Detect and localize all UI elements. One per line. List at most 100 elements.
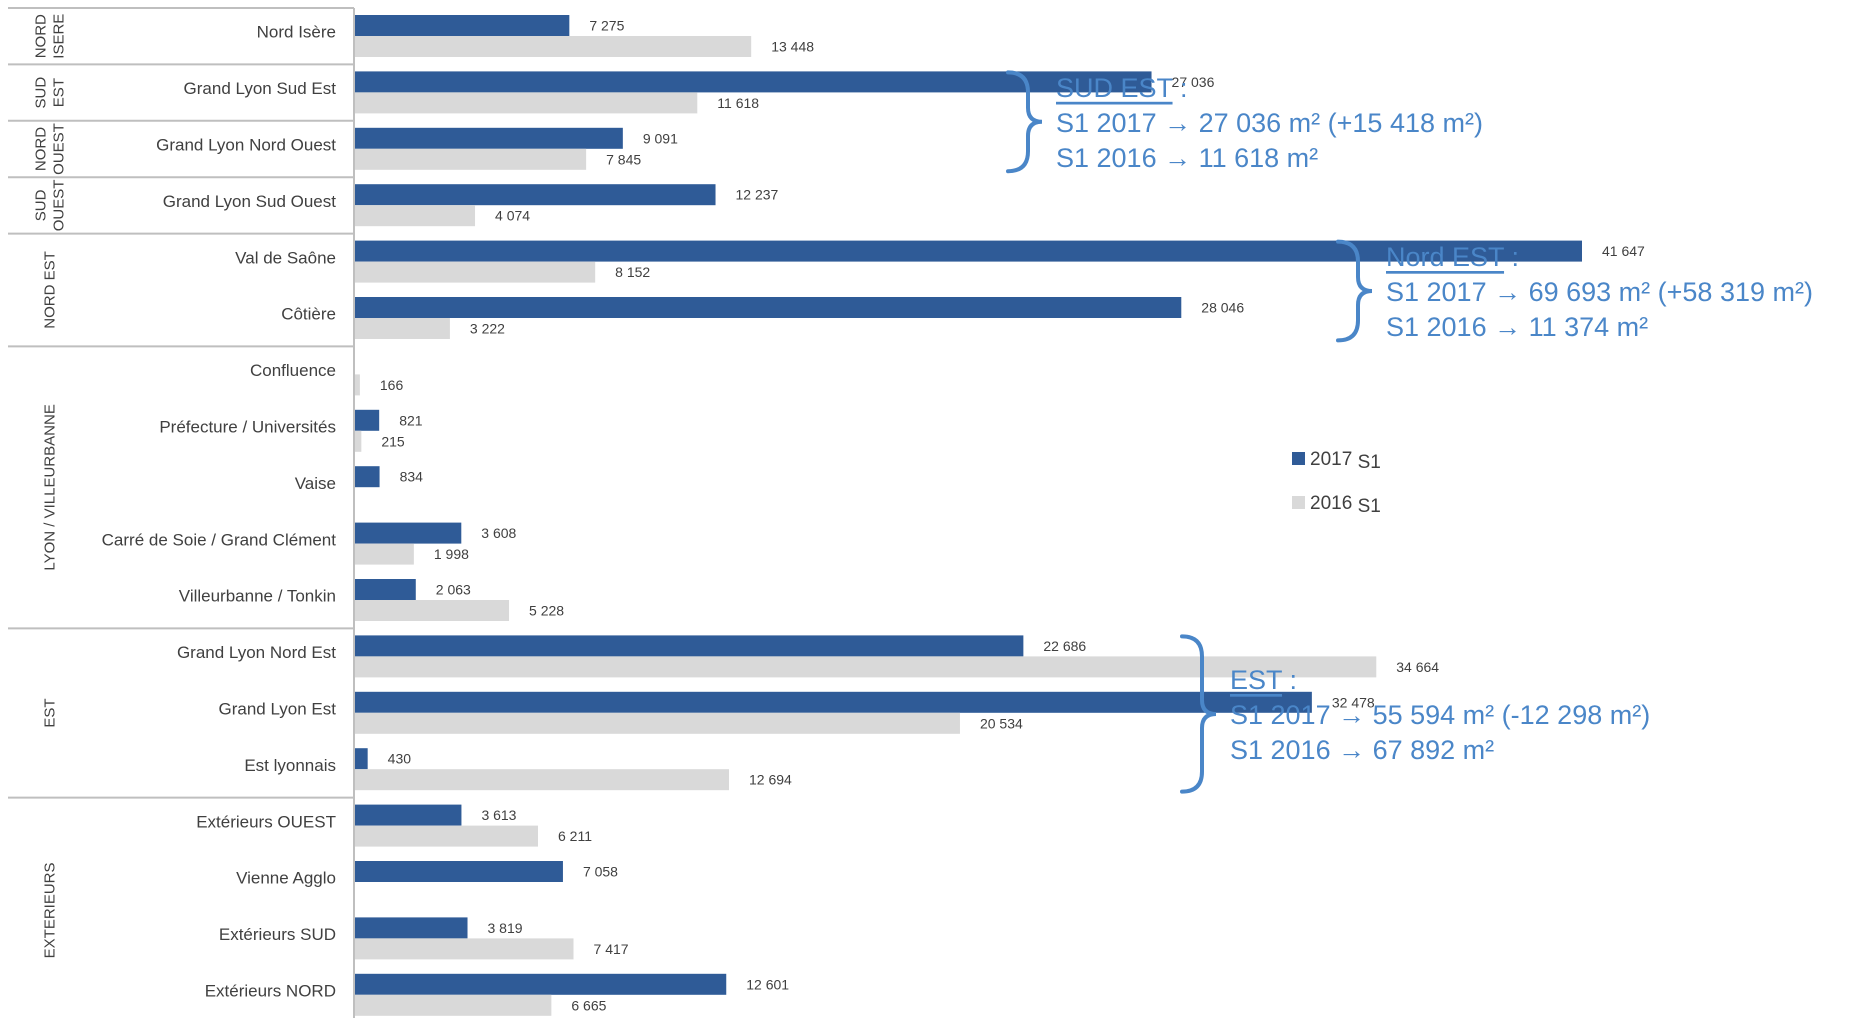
bar-2017: [355, 635, 1024, 657]
data-label: 41 647: [1602, 243, 1645, 259]
bar-2017: [355, 297, 1182, 318]
data-label: 166: [380, 377, 404, 393]
category-label: Grand Lyon Sud Ouest: [163, 192, 337, 211]
category-label: Grand Lyon Nord Est: [177, 643, 336, 662]
data-label: 8 152: [615, 264, 650, 280]
bar-2016: [355, 712, 960, 734]
data-label: 3 819: [488, 920, 523, 936]
annotation-title-text: EST: [1230, 665, 1282, 695]
data-label: 27 036: [1172, 74, 1215, 90]
category-label: Grand Lyon Sud Est: [184, 79, 337, 98]
bar-2017: [355, 522, 462, 544]
annotation-line: S1 2016 → 11 374 m²: [1386, 312, 1648, 342]
category-label: Villeurbanne / Tonkin: [179, 587, 336, 606]
data-label: 12 601: [746, 976, 789, 992]
bar-2016: [355, 205, 476, 227]
bar-2016: [355, 769, 729, 791]
group-label: NORD: [33, 14, 50, 58]
annotation-title-suffix: :: [1282, 665, 1297, 695]
data-label: 7 275: [589, 18, 624, 34]
bar-2017: [355, 804, 462, 826]
data-label: 5 228: [529, 603, 564, 619]
annotation-line: S1 2016 → 67 892 m²: [1230, 735, 1494, 765]
data-label: 215: [381, 433, 405, 449]
category-labels: Nord Isère Grand Lyon Sud Est Grand Lyon N…: [102, 23, 337, 1001]
category-label: Vaise: [295, 474, 336, 493]
data-label: 3 222: [470, 321, 505, 337]
bar-2016: [355, 148, 587, 170]
category-label: Côtière: [281, 305, 336, 324]
legend-year: 2016: [1310, 493, 1352, 514]
group-label: OUEST: [51, 180, 68, 232]
legend-period: S1: [1358, 496, 1381, 517]
bar-2016: [355, 318, 450, 339]
annotations: SUD EST : S1 2017 → 27 036 m² (+15 418 m²…: [1006, 70, 1813, 794]
data-label: 7 058: [583, 864, 618, 880]
annotation-title: EST :: [1230, 665, 1297, 695]
bar-2017: [355, 127, 623, 149]
category-label: Extérieurs NORD: [205, 982, 336, 1001]
bar-2017: [355, 861, 563, 882]
bar-2016: [355, 543, 414, 565]
annotation-title-text: SUD EST: [1056, 73, 1173, 103]
group-label: SUD: [33, 189, 50, 221]
data-label: 20 534: [980, 715, 1023, 731]
annotation-title-suffix: :: [1173, 73, 1188, 103]
bar-2016: [355, 938, 574, 960]
data-label: 7 845: [606, 151, 641, 167]
group-label: EXTERIEURS: [42, 862, 59, 958]
category-label: Carré de Soie / Grand Clément: [102, 530, 337, 549]
data-label: 12 694: [749, 772, 792, 788]
group-label: OUEST: [51, 123, 68, 175]
annotation-line: S1 2016 → 11 618 m²: [1056, 143, 1318, 173]
category-label: Extérieurs OUEST: [196, 812, 336, 831]
bar-2017: [355, 71, 1152, 93]
group-label: EST: [42, 698, 59, 727]
data-label: 821: [399, 412, 423, 428]
bar-2017: [355, 466, 380, 488]
group-label: NORD EST: [42, 251, 59, 329]
bar-2016: [355, 994, 552, 1016]
group-label: NORD: [33, 127, 50, 171]
category-label: Est lyonnais: [244, 756, 336, 775]
annotation-line: S1 2017 → 55 594 m² (-12 298 m²): [1230, 700, 1650, 730]
data-labels: 7 275 27 036 9 091 12 237 41 647 28 046 821 834…: [380, 18, 1645, 1014]
legend-period: S1: [1358, 452, 1381, 473]
annotation-title: SUD EST :: [1056, 73, 1188, 103]
annotation-line: S1 2017 → 69 693 m² (+58 319 m²): [1386, 277, 1813, 307]
data-label: 32 478: [1332, 694, 1375, 710]
legend-label: 2017 S1: [1310, 449, 1381, 473]
category-label: Grand Lyon Est: [219, 700, 337, 719]
curly-brace: [1006, 70, 1043, 174]
bar-2016: [355, 36, 752, 57]
legend-year: 2017: [1310, 449, 1352, 470]
data-label: 7 417: [594, 941, 629, 957]
legend-swatch: [1292, 452, 1305, 465]
annotation-title-text: Nord EST: [1386, 242, 1504, 272]
data-label: 4 074: [495, 208, 530, 224]
bar-2016: [355, 261, 596, 283]
data-label: 3 608: [481, 525, 516, 541]
bar-2016: [355, 600, 510, 621]
bar-2016: [355, 656, 1377, 678]
category-label: Grand Lyon Nord Ouest: [156, 136, 336, 155]
bar-2017: [355, 184, 716, 206]
bar-2017: [355, 691, 1312, 713]
category-label: Vienne Agglo: [236, 869, 336, 888]
data-label: 28 046: [1201, 300, 1244, 316]
data-label: 12 237: [736, 187, 779, 203]
bar-2016: [355, 374, 360, 396]
bar-2017: [355, 240, 1582, 262]
bar-2017: [355, 917, 468, 939]
data-label: 3 613: [481, 807, 516, 823]
legend-label: 2016 S1: [1310, 493, 1381, 517]
curly-brace: [1180, 634, 1217, 794]
category-label: Confluence: [250, 361, 336, 380]
data-label: 834: [400, 469, 424, 485]
group-label: LYON / VILLEURBANNE: [42, 404, 59, 570]
bar-2017: [355, 15, 570, 36]
annotation-title-suffix: :: [1504, 242, 1519, 272]
